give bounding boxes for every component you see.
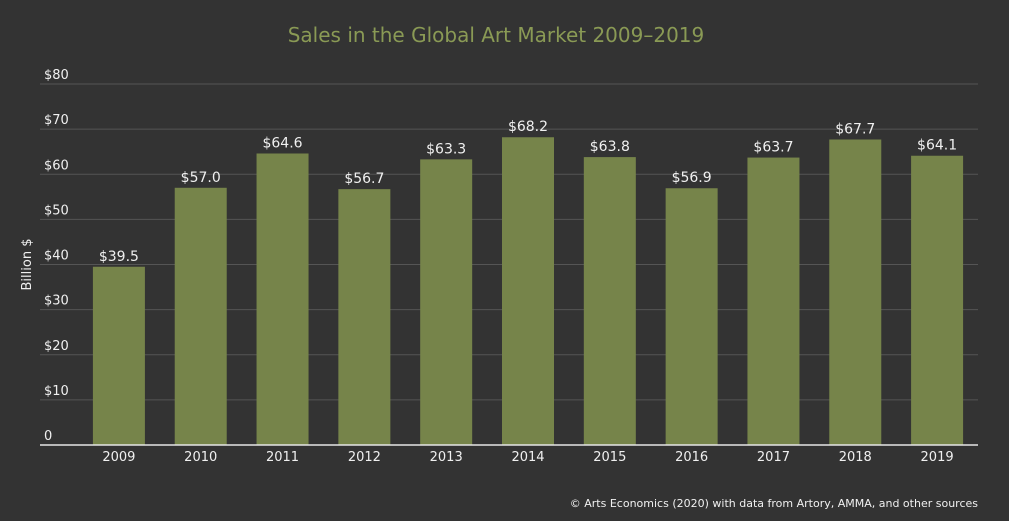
bar-2017 [747, 157, 800, 445]
y-tick-label: $20 [44, 339, 69, 354]
x-tick-label: 2018 [839, 450, 872, 465]
y-axis-ticks: 0 $10 $20 $30 $40 $50 $60 $70 $80 [44, 68, 69, 444]
x-tick-label: 2014 [511, 450, 544, 465]
x-tick-label: 2013 [430, 450, 463, 465]
value-label-2009: $39.5 [99, 249, 139, 265]
y-tick-label: $70 [44, 113, 69, 128]
bar-2011 [256, 153, 309, 445]
x-tick-label: 2016 [675, 450, 708, 465]
bar-2012 [338, 189, 391, 445]
x-tick-label: 2012 [348, 450, 381, 465]
chart-title: Sales in the Global Art Market 2009–2019 [288, 23, 705, 47]
x-tick-label: 2019 [921, 450, 954, 465]
bar-2013 [420, 159, 473, 445]
value-labels: $39.5 $57.0 $64.6 $56.7 $63.3 $68.2 $63.8 $56.9… [99, 119, 957, 265]
y-tick-label: $80 [44, 68, 69, 83]
value-label-2015: $63.8 [590, 139, 630, 155]
bar-2009 [92, 266, 145, 445]
y-axis-label: Billion $ [20, 239, 35, 291]
y-tick-label: $10 [44, 384, 69, 399]
bars [92, 137, 964, 446]
bar-2018 [829, 139, 882, 445]
value-label-2014: $68.2 [508, 119, 548, 135]
value-label-2013: $63.3 [426, 141, 466, 157]
x-tick-label: 2010 [184, 450, 217, 465]
x-tick-label: 2009 [102, 450, 135, 465]
value-label-2010: $57.0 [181, 170, 221, 186]
x-tick-label: 2015 [593, 450, 626, 465]
x-tick-label: 2017 [757, 450, 790, 465]
x-tick-label: 2011 [266, 450, 299, 465]
y-tick-label: 0 [44, 429, 52, 444]
y-tick-label: $50 [44, 203, 69, 218]
value-label-2018: $67.7 [835, 122, 875, 138]
bar-2015 [583, 157, 636, 446]
value-label-2012: $56.7 [344, 171, 384, 187]
value-label-2011: $64.6 [262, 135, 302, 151]
value-label-2019: $64.1 [917, 138, 957, 154]
bar-2016 [665, 188, 718, 445]
bar-2010 [174, 187, 227, 445]
y-tick-label: $40 [44, 249, 69, 264]
source-note: © Arts Economics (2020) with data from A… [570, 497, 978, 510]
value-label-2016: $56.9 [672, 170, 712, 186]
bar-2019 [911, 155, 964, 445]
y-tick-label: $30 [44, 294, 69, 309]
y-tick-label: $60 [44, 158, 69, 173]
value-label-2017: $63.7 [753, 140, 793, 156]
bar-2014 [502, 137, 554, 445]
x-axis-ticks: 2009 2010 2011 2012 2013 2014 2015 2016 2017 2018… [102, 450, 953, 465]
